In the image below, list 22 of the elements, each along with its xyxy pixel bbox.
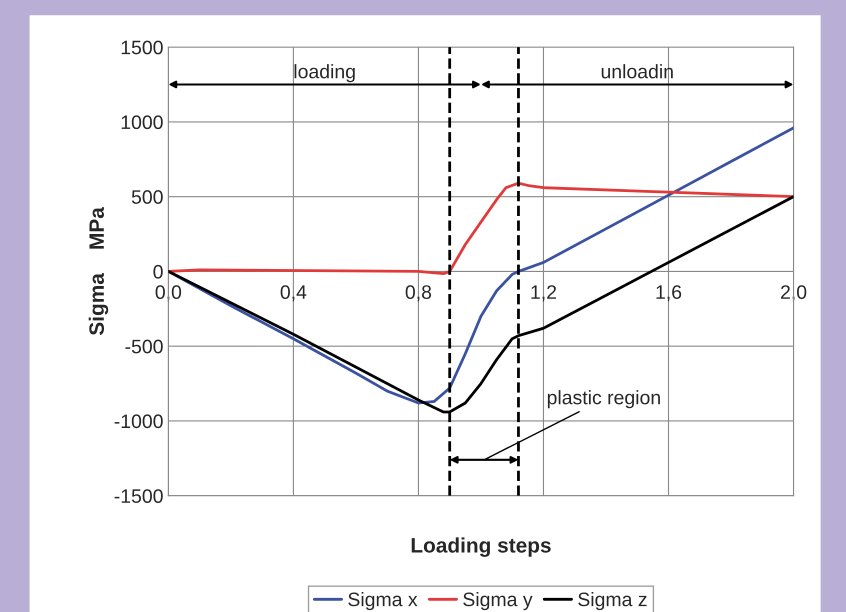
y-tick-label: 1000 [122,115,163,130]
x-tick-label: 1,6 [656,285,682,302]
y-tick-label: 0 [153,264,163,279]
x-tick-label: 0,8 [406,285,432,302]
annotation: loading [294,64,355,82]
x-tick-label: 0,4 [280,285,306,302]
y-tick-label: -500 [125,340,163,354]
line-series [168,182,794,276]
y-tick-label: 1500 [122,40,163,54]
y-tick-label: 500 [132,190,163,204]
x-tick-label: 1,2 [531,285,556,302]
y-axis-title: Sigma MPa [88,207,108,336]
x-tick-label: 2,0 [781,285,806,302]
legend-label: Sigma x [348,592,418,610]
annotation: unloadin [602,64,673,78]
x-axis-title: Loading steps [412,537,551,557]
x-tick-label: 0,0 [156,285,182,302]
y-tick-label: -1500 [114,489,163,503]
annotation: plastic region [548,390,660,408]
legend-label: Sigma y [463,592,533,610]
y-tick-label: -1000 [114,414,163,428]
legend-label: Sigma z [578,592,647,610]
